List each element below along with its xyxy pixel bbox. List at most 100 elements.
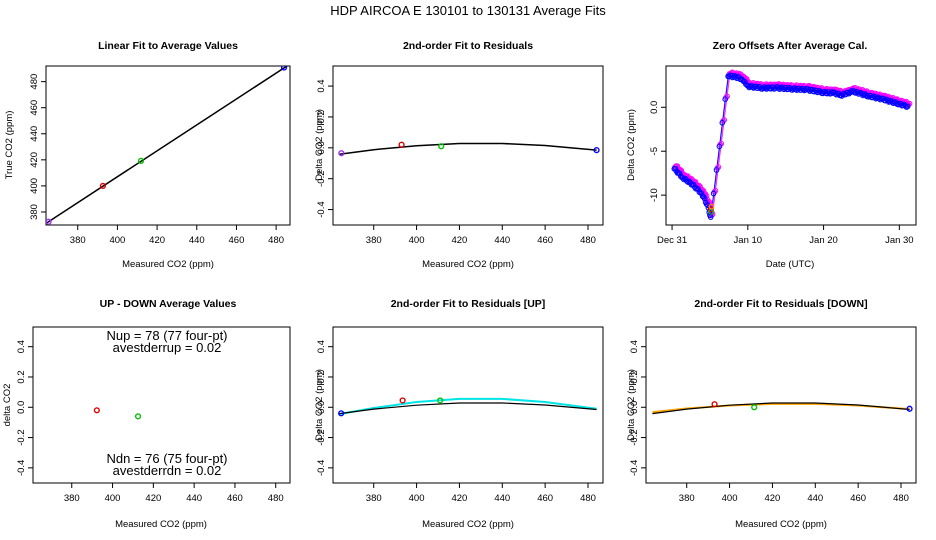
x-tick-label: 480 <box>893 493 909 504</box>
x-axis-label: Measured CO2 (ppm) <box>122 259 214 270</box>
x-tick-label: 400 <box>105 493 121 504</box>
y-tick-label: 0.4 <box>316 79 327 92</box>
x-tick-label: Jan 30 <box>885 235 914 246</box>
data-point <box>338 150 345 157</box>
fit-curve <box>652 402 910 415</box>
x-tick-label: 460 <box>850 493 866 504</box>
y-tick-label: 0.0 <box>316 141 327 154</box>
x-tick-label: 420 <box>451 235 467 246</box>
offset-point <box>707 206 714 213</box>
y-tick-label: -0.4 <box>16 460 27 476</box>
offset-point-blue <box>902 102 909 109</box>
y-tick-label: -5 <box>649 147 660 155</box>
y-axis-label: Delta CO2 (ppm) <box>314 369 325 441</box>
x-tick-label: 440 <box>186 493 202 504</box>
data-point <box>438 143 445 150</box>
plot-data <box>46 66 288 225</box>
data-point <box>93 407 100 414</box>
x-tick-label: 400 <box>109 235 125 246</box>
data-point <box>399 397 406 404</box>
y-tick-label: 400 <box>29 178 40 194</box>
y-axis-label: Delta CO2 (ppm) <box>626 109 637 181</box>
x-tick-label: 440 <box>807 493 823 504</box>
data-point <box>593 147 600 154</box>
x-axis-label: Measured CO2 (ppm) <box>735 519 827 530</box>
offset-point <box>708 208 714 215</box>
data-point <box>906 405 913 412</box>
offset-point-blue <box>707 214 714 220</box>
data-point <box>46 218 52 225</box>
plot-data <box>338 397 597 417</box>
fit-curve <box>652 402 910 414</box>
panel-title: Zero Offsets After Average Cal. <box>713 40 868 52</box>
data-point <box>751 404 758 411</box>
plot-frame <box>332 65 604 226</box>
panel-linear-fit: Linear Fit to Average Values Measured CO… <box>4 40 291 270</box>
panel-residual-fit-down: 2nd-order Fit to Residuals [DOWN] Measur… <box>626 298 917 530</box>
panel-up-down: UP - DOWN Average Values Measured CO2 (p… <box>2 298 291 530</box>
y-axis-label: delta CO2 <box>2 384 13 427</box>
y-tick-label: 0.2 <box>316 370 327 383</box>
plot-data <box>652 401 913 415</box>
x-tick-label: 480 <box>268 493 284 504</box>
fit-curve <box>339 397 597 416</box>
y-tick-label: 0.0 <box>629 401 640 414</box>
offset-point-blue <box>904 103 911 110</box>
y-tick-label: -0.4 <box>629 460 640 476</box>
offset-point-blue <box>716 143 723 150</box>
plot-frame <box>45 65 291 226</box>
plot-frame <box>665 65 917 226</box>
y-tick-label: -0.2 <box>629 429 640 445</box>
data-point <box>134 413 142 420</box>
y-tick-label: -0.2 <box>316 429 327 445</box>
y-tick-label: 0.2 <box>629 370 640 383</box>
y-tick-label: 420 <box>29 152 40 168</box>
offset-point <box>708 203 715 210</box>
x-tick-label: 480 <box>580 235 596 246</box>
offset-point-blue <box>719 120 726 126</box>
x-tick-label: 460 <box>537 235 553 246</box>
offset-point-blue <box>722 96 729 102</box>
y-axis-label: Delta CO2 (ppm) <box>314 109 325 181</box>
y-tick-label: 0.2 <box>16 370 27 383</box>
x-tick-label: 420 <box>451 493 467 504</box>
y-tick-label: 0.4 <box>316 340 327 353</box>
fit-curve <box>339 402 597 415</box>
data-point <box>137 157 145 164</box>
x-tick-label: 420 <box>145 493 161 504</box>
plot-frame <box>32 326 291 484</box>
x-tick-label: 380 <box>366 235 382 246</box>
data-point <box>99 182 107 190</box>
plot-data <box>671 69 913 220</box>
offset-point-blue <box>713 167 720 173</box>
y-tick-label: 480 <box>29 74 40 90</box>
x-tick-label: 480 <box>580 493 596 504</box>
avestderrup-annotation: avestderrup = 0.02 <box>113 340 222 355</box>
offset-point-blue <box>684 178 690 185</box>
x-tick-label: 460 <box>227 493 243 504</box>
y-tick-label: -0.4 <box>316 201 327 217</box>
y-tick-label: -10 <box>649 188 660 202</box>
y-axis-label: True CO2 (ppm) <box>4 111 15 180</box>
x-axis-label: Date (UTC) <box>766 259 815 270</box>
offset-point-blue <box>710 190 717 197</box>
data-point <box>437 397 444 404</box>
data-point <box>280 66 288 71</box>
x-tick-label: 460 <box>229 235 245 246</box>
x-tick-label: 380 <box>366 493 382 504</box>
y-tick-label: 0.0 <box>316 401 327 414</box>
plot-data <box>338 141 600 157</box>
offset-point-blue <box>733 74 739 80</box>
x-tick-label: 440 <box>494 493 510 504</box>
data-point <box>711 401 718 408</box>
avestderrdn-annotation: avestderrdn = 0.02 <box>113 463 222 478</box>
plot-frame <box>332 326 604 484</box>
x-tick-label: 400 <box>722 493 738 504</box>
panel-residual-fit-up: 2nd-order Fit to Residuals [UP] Measured… <box>314 298 604 530</box>
plot-frame <box>645 326 917 484</box>
x-tick-label: 380 <box>64 493 80 504</box>
x-tick-label: 480 <box>268 235 284 246</box>
panel-title: UP - DOWN Average Values <box>100 298 237 310</box>
data-point <box>338 410 345 417</box>
